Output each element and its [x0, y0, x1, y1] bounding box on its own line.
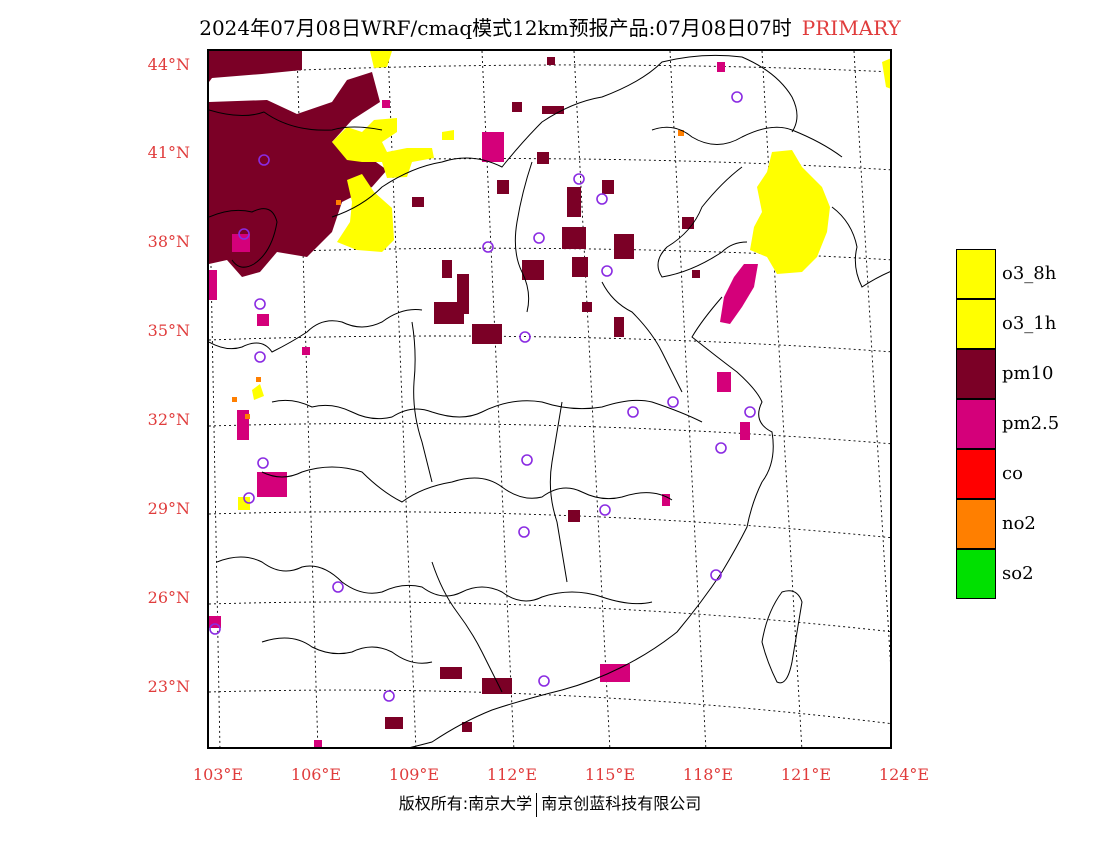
legend-label: pm2.5	[1002, 413, 1060, 434]
lat-label-35: 35°N	[147, 321, 190, 340]
station-markers	[209, 91, 756, 702]
copyright-right: 南京创蓝科技有限公司	[541, 794, 702, 813]
lat-label-32: 32°N	[147, 410, 190, 429]
footer-divider	[536, 792, 538, 817]
o3-patch	[442, 130, 454, 140]
legend-swatch	[956, 249, 996, 299]
legend-label: no2	[1002, 513, 1036, 534]
no2-scatter	[232, 130, 684, 419]
legend-label: so2	[1002, 563, 1034, 584]
pollutant-fields	[209, 51, 890, 747]
o3-patch-w	[252, 384, 264, 400]
lon-label-115: 115°E	[584, 765, 636, 784]
title-text: 2024年07月08日WRF/cmaq模式12km预报产品:07月08日07时	[199, 16, 792, 40]
legend-swatch	[956, 299, 996, 349]
o3-region-northwest	[332, 51, 434, 252]
pm25-streak-east	[720, 264, 758, 324]
lon-label-121: 121°E	[780, 765, 832, 784]
lat-label-29: 29°N	[147, 499, 190, 518]
legend-swatch	[956, 549, 996, 599]
lat-label-41: 41°N	[147, 143, 190, 162]
boundaries	[209, 54, 890, 747]
copyright-footer: 版权所有:南京大学 南京创蓝科技有限公司	[0, 790, 1100, 817]
lon-label-124: 124°E	[878, 765, 930, 784]
legend-swatch	[956, 499, 996, 549]
lon-label-112: 112°E	[486, 765, 538, 784]
map-panel	[207, 49, 892, 749]
primary-badge: PRIMARY	[801, 16, 901, 40]
lat-label-26: 26°N	[147, 588, 190, 607]
lat-label-38: 38°N	[147, 232, 190, 251]
legend-label: o3_1h	[1002, 313, 1057, 334]
legend-label: co	[1002, 463, 1023, 484]
legend-label: pm10	[1002, 363, 1054, 384]
legend-swatch	[956, 449, 996, 499]
page-title: 2024年07月08日WRF/cmaq模式12km预报产品:07月08日07时 P…	[0, 12, 1100, 41]
legend-swatch	[956, 399, 996, 449]
o3-patch-sw	[238, 497, 250, 510]
lat-label-44: 44°N	[147, 55, 190, 74]
lon-label-118: 118°E	[682, 765, 734, 784]
lon-label-103: 103°E	[192, 765, 244, 784]
map-canvas	[209, 51, 890, 747]
legend-swatch	[956, 349, 996, 399]
lon-label-106: 106°E	[290, 765, 342, 784]
o3-patch-ne	[882, 58, 890, 89]
pm10-region-northwest	[209, 51, 387, 277]
pm10-scatter	[385, 57, 700, 732]
o3-region-east	[750, 150, 830, 274]
legend-label: o3_8h	[1002, 263, 1057, 284]
copyright-left: 版权所有:南京大学	[398, 794, 533, 813]
lon-label-109: 109°E	[388, 765, 440, 784]
lat-label-23: 23°N	[147, 677, 190, 696]
